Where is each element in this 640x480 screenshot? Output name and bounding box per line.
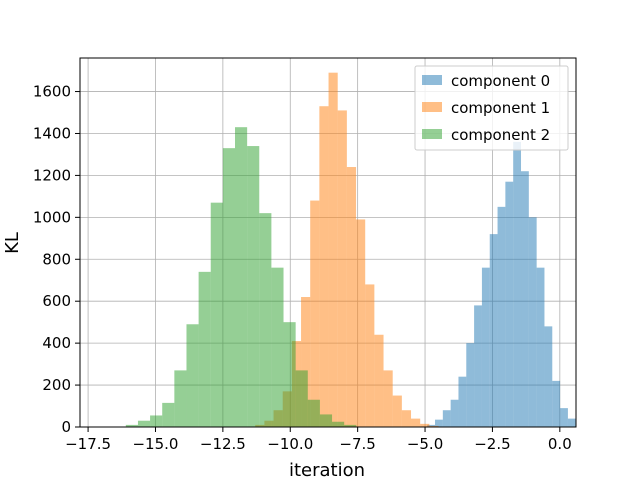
- y-axis-label: KL: [2, 232, 23, 254]
- legend-box: [414, 65, 569, 151]
- plot-frame: [79, 57, 577, 428]
- x-tick-label: −10.0: [267, 435, 313, 453]
- histogram-bar: [235, 127, 248, 427]
- histogram-bar: [513, 141, 522, 427]
- histogram-bar: [497, 206, 506, 427]
- histogram-bar: [259, 213, 272, 427]
- legend-swatch: [422, 129, 442, 139]
- x-tick-label: −15.0: [132, 435, 178, 453]
- histogram-bar: [295, 370, 308, 427]
- histogram-bar: [552, 380, 561, 427]
- histogram-bar: [332, 421, 345, 427]
- histogram-bar: [319, 106, 329, 427]
- histogram-bar: [442, 410, 451, 427]
- histogram-bar: [210, 202, 223, 427]
- legend-swatch: [422, 75, 442, 85]
- histogram-bar: [356, 219, 366, 427]
- histogram-bar: [222, 148, 235, 427]
- histogram-bar: [328, 72, 338, 427]
- x-tick-label: −7.5: [339, 435, 375, 453]
- series-2-bars: [125, 127, 357, 427]
- histogram-bar: [271, 267, 284, 427]
- histogram-bar: [544, 326, 553, 427]
- histogram-bar: [337, 110, 347, 428]
- x-tick-label: −12.5: [200, 435, 246, 453]
- x-tick-label: 0.0: [548, 435, 572, 453]
- y-tick-label: 0: [61, 418, 71, 436]
- x-tick-label: −2.5: [474, 435, 510, 453]
- y-tick-label: 200: [42, 376, 71, 394]
- histogram-bar: [450, 399, 459, 427]
- series-0-bars: [427, 141, 576, 427]
- series-1-bars: [255, 72, 439, 428]
- histogram-bar: [560, 408, 568, 427]
- legend-swatch: [422, 102, 442, 112]
- axes: [79, 57, 577, 428]
- y-tick-label: 1000: [33, 208, 71, 226]
- ticks: −17.5 −15.0 −12.5 −10.0 −7.5 −5.0 −2.5 0.0 0 200 4…: [33, 83, 572, 453]
- legend: component 0 component 1 component 2: [414, 65, 569, 151]
- histogram-bar: [474, 305, 482, 427]
- x-tick-label: −5.0: [407, 435, 443, 453]
- histogram-bar: [536, 267, 545, 427]
- y-tick-label: 600: [42, 292, 71, 310]
- legend-label: component 1: [451, 99, 550, 117]
- histogram-bar: [344, 424, 357, 427]
- histogram-bar: [247, 146, 260, 427]
- histogram-bar: [374, 334, 384, 427]
- histogram-bar: [528, 217, 537, 427]
- histogram-bar: [489, 234, 498, 427]
- legend-label: component 0: [451, 72, 550, 90]
- histogram-bar: [383, 370, 393, 427]
- y-tick-label: 400: [42, 334, 71, 352]
- y-tick-label: 1600: [33, 83, 71, 101]
- histogram-bar: [521, 171, 529, 427]
- histogram-bar: [150, 415, 163, 427]
- legend-label: component 2: [451, 126, 550, 144]
- y-tick-label: 800: [42, 250, 71, 268]
- histogram-bar: [283, 322, 296, 427]
- histogram-bar: [481, 267, 490, 427]
- histogram-bar: [458, 376, 467, 427]
- histogram-bar: [186, 324, 199, 427]
- histogram-bar: [505, 181, 514, 427]
- histogram-bar: [307, 399, 320, 427]
- x-axis-label: iteration: [289, 460, 365, 480]
- histogram-bar: [411, 418, 421, 427]
- bars: [125, 72, 576, 428]
- histogram-bar: [319, 414, 333, 427]
- histogram-bar: [162, 402, 175, 427]
- histogram-bar: [310, 200, 320, 427]
- histogram-bar: [125, 424, 138, 427]
- y-tick-label: 1200: [33, 166, 71, 184]
- histogram-bar: [174, 370, 187, 427]
- histogram-bar: [567, 418, 576, 427]
- histogram-bar: [301, 297, 311, 427]
- histogram-bar: [420, 423, 430, 427]
- histogram-bar: [429, 425, 439, 427]
- histogram-bar: [346, 167, 357, 428]
- y-tick-label: 1400: [33, 124, 71, 142]
- histogram-bar: [466, 343, 475, 427]
- x-tick-label: −17.5: [65, 435, 111, 453]
- histogram-bar: [392, 395, 402, 427]
- histogram-bar: [198, 271, 211, 427]
- histogram-bar: [435, 419, 443, 427]
- histogram-bar: [401, 410, 412, 427]
- histogram-bar: [137, 420, 151, 427]
- histogram-bar: [365, 284, 375, 427]
